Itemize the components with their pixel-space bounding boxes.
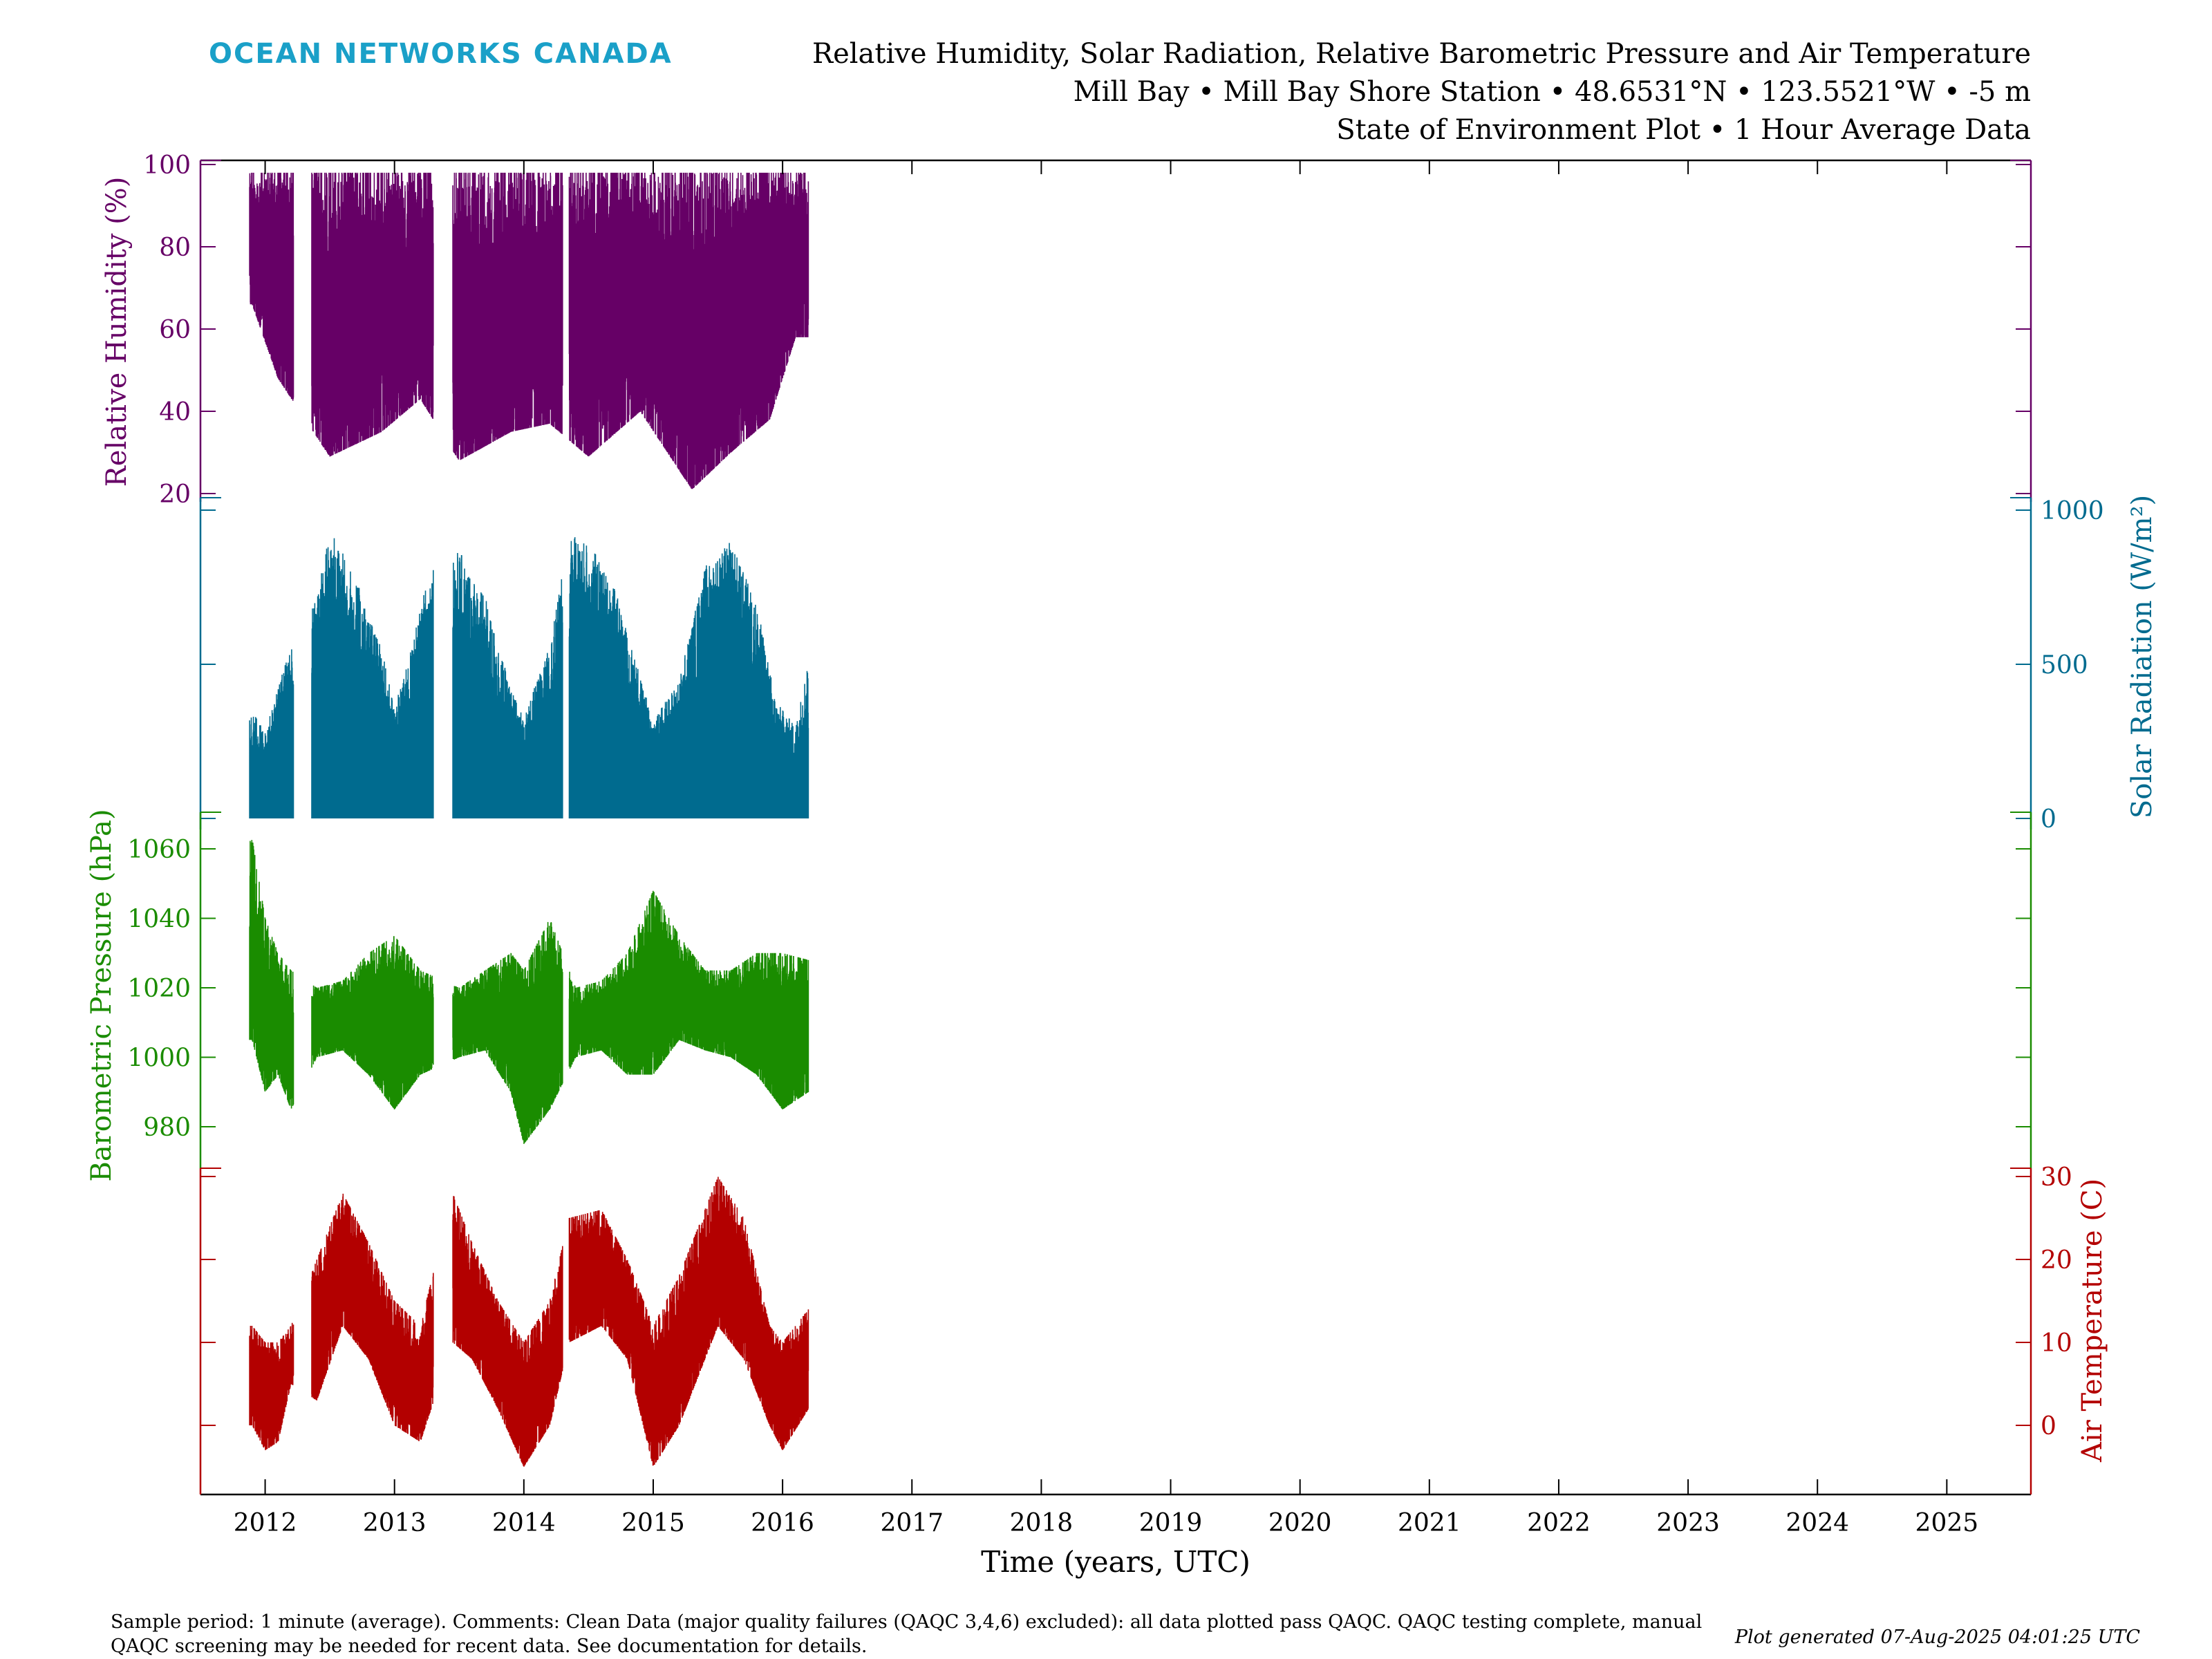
humidity-tick-label: 80 bbox=[159, 234, 191, 262]
solar-series-line bbox=[249, 537, 809, 818]
x-tick-label: 2025 bbox=[1915, 1509, 1979, 1537]
temperature-tick-label: 10 bbox=[2041, 1329, 2072, 1358]
chart-subtitle-location: Mill Bay • Mill Bay Shore Station • 48.6… bbox=[1074, 76, 2031, 108]
panel-axes-group: 2040608010005001000980100010201040106001… bbox=[127, 151, 2104, 1494]
pressure-axis-label: Barometric Pressure (hPa) bbox=[86, 809, 118, 1181]
pressure-tick-label: 1060 bbox=[127, 836, 191, 864]
pressure-tick-label: 980 bbox=[143, 1114, 191, 1142]
humidity-tick-label: 100 bbox=[143, 151, 191, 180]
chart-subtitle-type: State of Environment Plot • 1 Hour Avera… bbox=[1336, 114, 2031, 146]
x-tick-label: 2023 bbox=[1656, 1509, 1720, 1537]
solar-tick-label: 1000 bbox=[2041, 497, 2104, 525]
x-tick-label: 2016 bbox=[751, 1509, 814, 1537]
x-tick-label: 2018 bbox=[1010, 1509, 1074, 1537]
temperature-tick-label: 20 bbox=[2041, 1246, 2072, 1275]
pressure-series-line bbox=[249, 840, 809, 1144]
pressure-tick-label: 1020 bbox=[127, 975, 191, 1003]
x-axis-label: Time (years, UTC) bbox=[981, 1545, 1250, 1579]
temperature-tick-label: 30 bbox=[2041, 1163, 2072, 1192]
x-tick-label: 2022 bbox=[1527, 1509, 1591, 1537]
solar-tick-label: 0 bbox=[2041, 805, 2056, 834]
pressure-tick-label: 1040 bbox=[127, 906, 191, 934]
x-tick-label: 2015 bbox=[621, 1509, 685, 1537]
x-tick-label: 2021 bbox=[1398, 1509, 1461, 1537]
x-tick-label: 2024 bbox=[1785, 1509, 1849, 1537]
x-tick-label: 2014 bbox=[492, 1509, 556, 1537]
x-axis-group: 2012 2013 2014 2015 2016 2017 2018 2019 2020 2021… bbox=[234, 160, 1978, 1537]
solar-axis-label: Solar Radiation (W/m²) bbox=[2126, 495, 2158, 818]
temperature-series-line bbox=[249, 1177, 809, 1467]
footer-note-line1: Sample period: 1 minute (average). Comme… bbox=[111, 1611, 1702, 1633]
data-series-group bbox=[249, 172, 809, 1467]
chart-title: Relative Humidity, Solar Radiation, Rela… bbox=[812, 38, 2031, 70]
humidity-tick-label: 40 bbox=[159, 398, 191, 427]
footer-note-line2: QAQC screening may be needed for recent … bbox=[111, 1635, 867, 1657]
temperature-axis-label: Air Temperature (C) bbox=[2077, 1179, 2108, 1463]
x-tick-label: 2019 bbox=[1139, 1509, 1203, 1537]
humidity-tick-label: 20 bbox=[159, 480, 191, 509]
humidity-series-line bbox=[249, 172, 809, 489]
plot-generated-timestamp: Plot generated 07-Aug-2025 04:01:25 UTC bbox=[1734, 1627, 2140, 1648]
temperature-tick-label: 0 bbox=[2041, 1412, 2056, 1441]
humidity-tick-label: 60 bbox=[159, 316, 191, 344]
pressure-tick-label: 1000 bbox=[127, 1044, 191, 1073]
x-tick-label: 2020 bbox=[1268, 1509, 1332, 1537]
humidity-axis-label: Relative Humidity (%) bbox=[101, 177, 133, 487]
brand-logo-text: OCEAN NETWORKS CANADA bbox=[209, 38, 673, 70]
x-tick-label: 2012 bbox=[234, 1509, 297, 1537]
x-tick-label: 2017 bbox=[880, 1509, 944, 1537]
x-tick-label: 2013 bbox=[363, 1509, 427, 1537]
solar-tick-label: 500 bbox=[2041, 651, 2088, 679]
